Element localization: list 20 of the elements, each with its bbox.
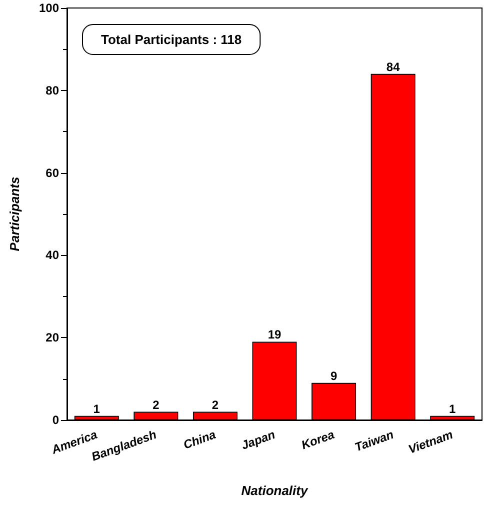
- y-axis-title: Participants: [7, 176, 22, 252]
- x-tick-label: Taiwan: [352, 427, 396, 454]
- annotation: Total Participants : 118: [101, 32, 242, 47]
- data-label: 84: [386, 60, 400, 74]
- data-label: 2: [212, 398, 219, 412]
- data-label: 1: [93, 402, 100, 416]
- y-tick-label: 60: [46, 166, 60, 180]
- data-label: 1: [449, 402, 456, 416]
- data-label: 2: [152, 398, 160, 412]
- y-tick-label: 20: [46, 330, 60, 345]
- y-tick-label: 80: [46, 83, 60, 98]
- x-tick-label: Japan: [240, 427, 277, 452]
- data-label: 19: [268, 328, 282, 342]
- data-label: 9: [330, 368, 338, 383]
- x-axis-title: Nationality: [241, 483, 308, 498]
- y-tick-label: 100: [38, 1, 60, 15]
- y-tick-label: 0: [52, 413, 60, 427]
- x-tick-label: China: [181, 427, 218, 452]
- y-tick-label: 40: [46, 248, 60, 262]
- x-tick-label: Korea: [299, 427, 336, 452]
